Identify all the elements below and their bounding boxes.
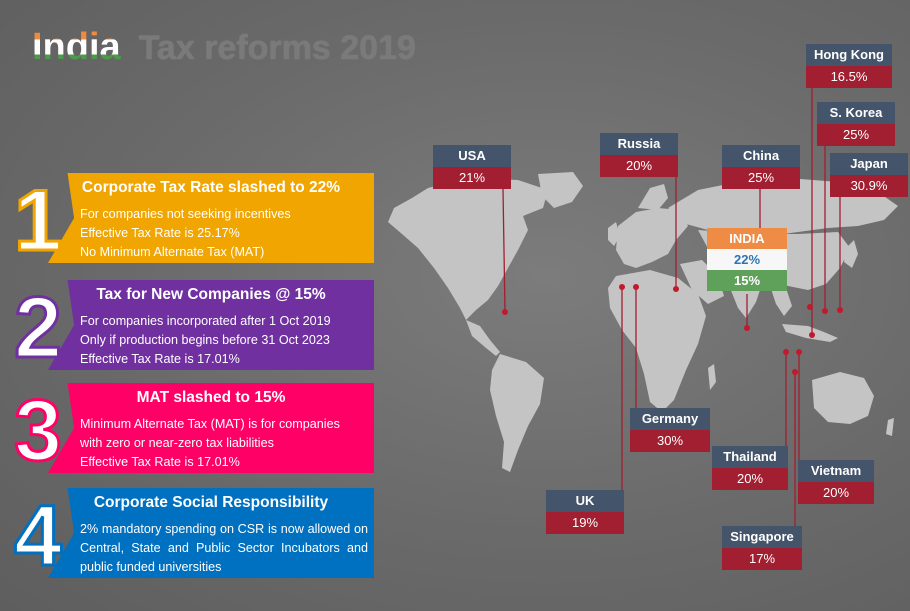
country-name: China [722,145,800,167]
leader-line-usa [502,188,506,313]
reform-body-2: For companies incorporated after 1 Oct 2… [80,312,368,369]
country-label-usa: USA 21% [433,145,511,189]
location-dot-india [744,325,750,331]
reform-item-2: Tax for New Companies @ 15% For companie… [0,280,380,376]
reform-band-4: Corporate Social Responsibility 2% manda… [48,488,374,578]
reform-band-1: Corporate Tax Rate slashed to 22% For co… [48,173,374,263]
country-rate: 19% [546,512,624,534]
location-dot-vietnam [796,349,802,355]
country-name: Germany [630,408,710,430]
country-name: UK [546,490,624,512]
reform-number-3: 3 [13,383,64,479]
country-rate: 30% [630,430,710,452]
country-name: Hong Kong [806,44,892,66]
continent-greenland [538,172,583,208]
india-name: INDIA [707,228,787,249]
continent-australia [812,372,874,424]
country-name: USA [433,145,511,167]
country-name: Russia [600,133,678,155]
reform-number-2: 2 [13,280,64,376]
continent-new-zealand [886,418,894,436]
reform-band-2: Tax for New Companies @ 15% For companie… [48,280,374,370]
continent-africa [608,270,706,412]
continent-scandinavia [638,184,668,210]
country-rate: 20% [600,155,678,177]
continent-north-america [388,178,548,320]
location-dot-singapore [792,369,798,375]
country-name: Japan [830,153,908,175]
location-dot-s-korea [822,308,828,314]
continent-europe [616,208,688,268]
country-rate: 25% [722,167,800,189]
country-rate: 21% [433,167,511,189]
continent-madagascar [708,364,716,390]
continent-central-america [466,320,500,356]
reform-number-1: 1 [13,173,64,269]
country-name: Singapore [722,526,802,548]
country-rate: 25% [817,124,895,146]
reform-number-4: 4 [13,488,64,584]
continent-uk [608,222,620,246]
reform-line: 2% mandatory spending on CSR is now allo… [80,522,368,574]
location-dot-thailand [783,349,789,355]
reform-line: For companies not seeking incentives [80,207,291,221]
country-rate: 20% [712,468,788,490]
country-name: S. Korea [817,102,895,124]
country-label-thailand: Thailand 20% [712,446,788,490]
reform-line: with zero or near-zero tax liabilities [80,436,274,450]
country-rate: 17% [722,548,802,570]
country-name: Thailand [712,446,788,468]
country-label-china: China 25% [722,145,800,189]
country-rate: 16.5% [806,66,892,88]
india-label: INDIA 22% 15% [707,228,787,291]
reform-line: Minimum Alternate Tax (MAT) is for compa… [80,417,340,431]
reform-line: Only if production begins before 31 Oct … [80,333,330,347]
reform-heading-4: Corporate Social Responsibility [93,494,329,511]
reform-item-1: Corporate Tax Rate slashed to 22% For co… [0,173,380,269]
location-dot-germany [633,284,639,290]
slide-title: India Tax reforms 2019 [32,24,416,70]
country-label-uk: UK 19% [546,490,624,534]
reform-heading-3: MAT slashed to 15% [136,389,286,406]
reform-band-3: MAT slashed to 15% Minimum Alternate Tax… [48,383,374,473]
location-dot-uk [619,284,625,290]
reform-item-3: MAT slashed to 15% Minimum Alternate Tax… [0,383,380,479]
continent-japan [844,240,858,268]
location-dot-russia [673,286,679,292]
reform-body-3: Minimum Alternate Tax (MAT) is for compa… [80,415,368,472]
continent-south-america [490,354,544,472]
location-dot-japan [837,307,843,313]
reform-heading-2: Tax for New Companies @ 15% [96,286,326,303]
reform-line: For companies incorporated after 1 Oct 2… [80,314,331,328]
title-india: India [32,26,121,68]
location-dot-china [807,304,813,310]
india-new-rate: 15% [707,270,787,291]
country-name: Vietnam [798,460,874,482]
reform-line: Effective Tax Rate is 17.01% [80,455,240,469]
country-label-hong-kong: Hong Kong 16.5% [806,44,892,88]
country-rate: 20% [798,482,874,504]
reform-item-4: Corporate Social Responsibility 2% manda… [0,488,380,584]
country-label-germany: Germany 30% [630,408,710,452]
country-label-vietnam: Vietnam 20% [798,460,874,504]
reform-line: Effective Tax Rate is 17.01% [80,352,240,366]
country-label-singapore: Singapore 17% [722,526,802,570]
country-label-s-korea: S. Korea 25% [817,102,895,146]
location-dot-hong-kong [809,332,815,338]
reform-body-4: 2% mandatory spending on CSR is now allo… [80,520,368,577]
reform-body-1: For companies not seeking incentives Eff… [80,205,368,262]
country-label-japan: Japan 30.9% [830,153,908,197]
india-old-rate: 22% [707,249,787,270]
location-dot-usa [502,309,508,315]
reform-line: Effective Tax Rate is 25.17% [80,226,240,240]
country-rate: 30.9% [830,175,908,197]
reform-line: No Minimum Alternate Tax (MAT) [80,245,265,259]
reform-heading-1: Corporate Tax Rate slashed to 22% [81,179,341,196]
title-subtitle: Tax reforms 2019 [138,29,416,67]
country-label-russia: Russia 20% [600,133,678,177]
